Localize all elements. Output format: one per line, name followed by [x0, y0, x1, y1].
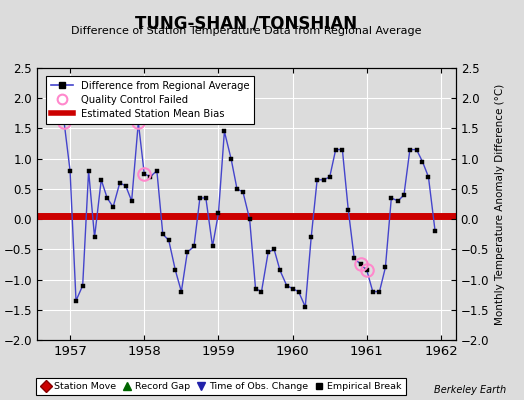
Legend: Station Move, Record Gap, Time of Obs. Change, Empirical Break: Station Move, Record Gap, Time of Obs. C…: [37, 378, 406, 395]
Text: Difference of Station Temperature Data from Regional Average: Difference of Station Temperature Data f…: [71, 26, 421, 36]
Y-axis label: Monthly Temperature Anomaly Difference (°C): Monthly Temperature Anomaly Difference (…: [495, 83, 505, 325]
Text: TUNG-SHAN /TONSHIAN: TUNG-SHAN /TONSHIAN: [135, 14, 357, 32]
Text: Berkeley Earth: Berkeley Earth: [433, 385, 506, 395]
